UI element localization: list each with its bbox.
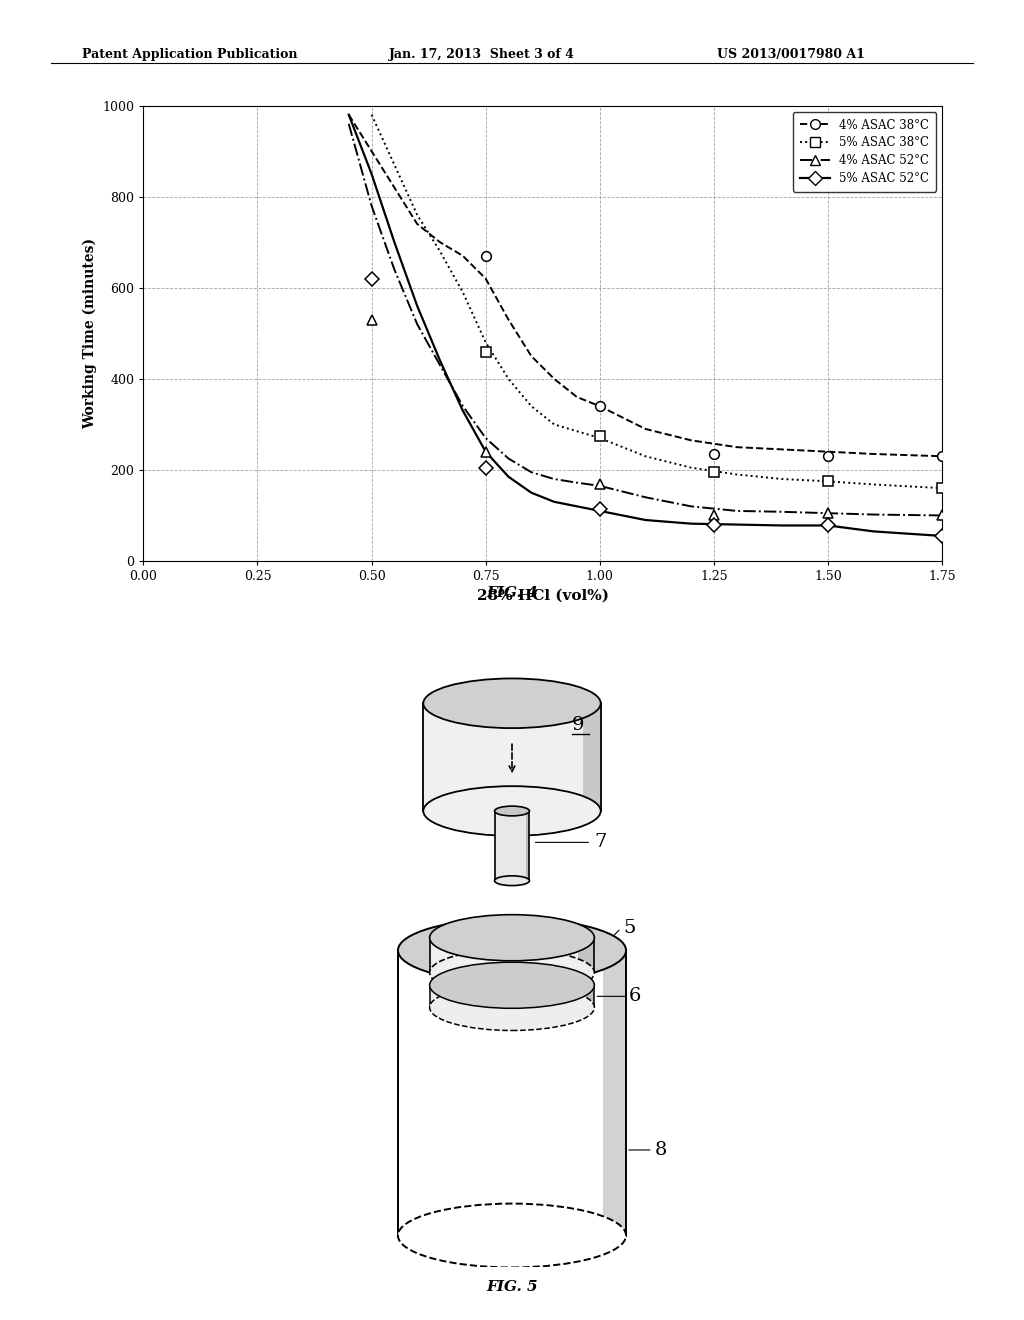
Ellipse shape xyxy=(430,949,594,995)
Legend: 4% ASAC 38°C, 5% ASAC 38°C, 4% ASAC 52°C, 5% ASAC 52°C: 4% ASAC 38°C, 5% ASAC 38°C, 4% ASAC 52°C… xyxy=(793,111,936,191)
Text: Jan. 17, 2013  Sheet 3 of 4: Jan. 17, 2013 Sheet 3 of 4 xyxy=(389,48,575,61)
Text: 6: 6 xyxy=(629,987,642,1006)
Text: US 2013/0017980 A1: US 2013/0017980 A1 xyxy=(717,48,864,61)
Bar xyxy=(398,950,626,1236)
Text: 8: 8 xyxy=(654,1140,667,1159)
Ellipse shape xyxy=(495,807,529,816)
Text: 9: 9 xyxy=(572,717,585,734)
X-axis label: 28% HCl (vol%): 28% HCl (vol%) xyxy=(477,589,608,603)
Bar xyxy=(578,985,594,1007)
Bar xyxy=(430,937,594,973)
Ellipse shape xyxy=(398,919,626,982)
Text: FIG. 4: FIG. 4 xyxy=(486,586,538,599)
Text: 7: 7 xyxy=(594,833,607,851)
Bar xyxy=(495,810,529,880)
Bar xyxy=(578,937,594,973)
Ellipse shape xyxy=(398,1204,626,1267)
Bar xyxy=(583,704,601,810)
Text: Patent Application Publication: Patent Application Publication xyxy=(82,48,297,61)
Ellipse shape xyxy=(423,678,601,729)
Bar xyxy=(430,985,594,1007)
Ellipse shape xyxy=(430,915,594,961)
Bar xyxy=(603,950,626,1236)
Y-axis label: Working Time (minutes): Working Time (minutes) xyxy=(82,238,97,429)
Ellipse shape xyxy=(495,876,529,886)
Ellipse shape xyxy=(430,962,594,1008)
Text: FIG. 5: FIG. 5 xyxy=(486,1280,538,1294)
Ellipse shape xyxy=(430,985,594,1031)
Text: 5: 5 xyxy=(623,919,635,937)
Bar xyxy=(423,704,601,810)
Bar xyxy=(526,810,529,880)
Ellipse shape xyxy=(423,787,601,836)
